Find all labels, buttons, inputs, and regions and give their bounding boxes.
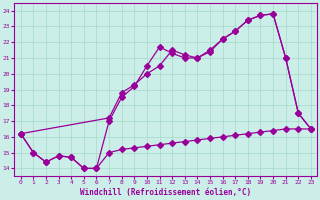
X-axis label: Windchill (Refroidissement éolien,°C): Windchill (Refroidissement éolien,°C)	[80, 188, 252, 197]
